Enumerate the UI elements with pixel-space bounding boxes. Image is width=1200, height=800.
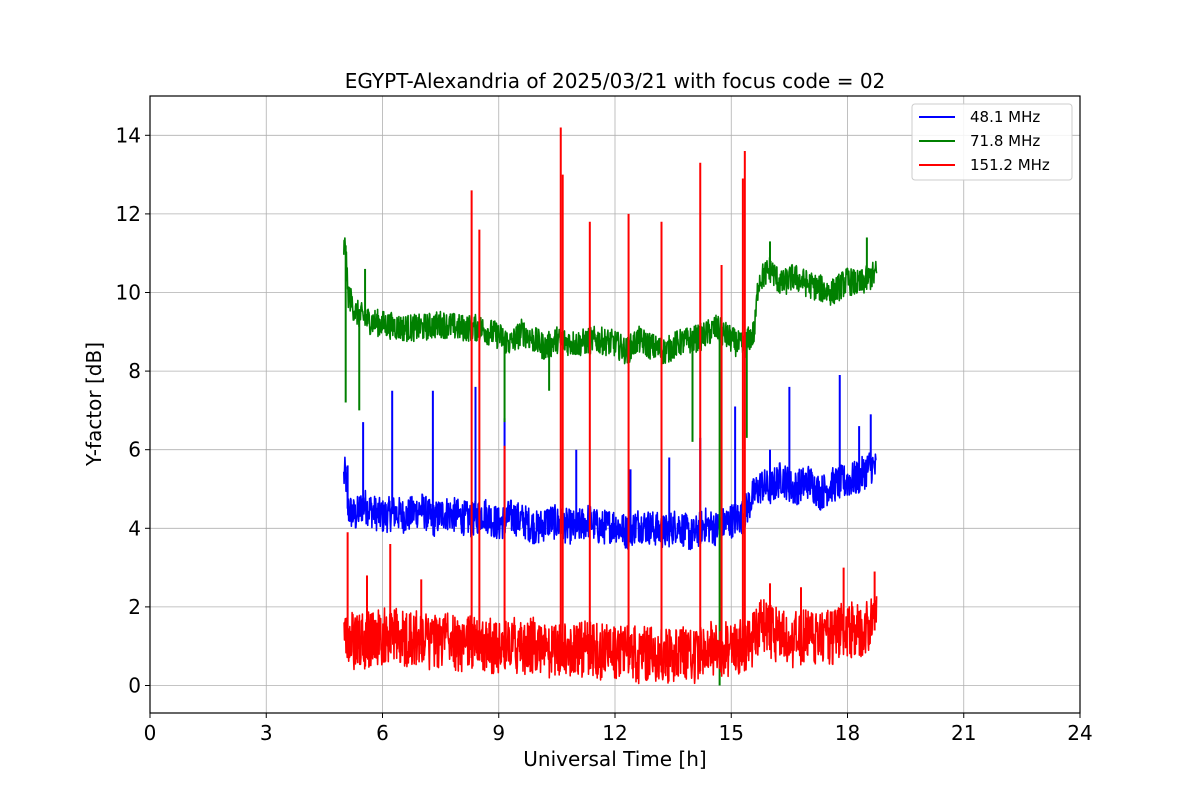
series-layer — [343, 127, 878, 686]
x-tick-label: 0 — [144, 721, 157, 745]
legend-label: 71.8 MHz — [970, 132, 1040, 150]
y-tick-label: 0 — [128, 673, 141, 697]
y-tick-label: 6 — [128, 438, 141, 462]
y-tick-label: 10 — [116, 280, 141, 304]
y-tick-label: 4 — [128, 516, 141, 540]
x-tick-label: 21 — [951, 721, 976, 745]
x-tick-label: 12 — [602, 721, 627, 745]
y-axis-title: Y-factor [dB] — [82, 342, 106, 467]
x-tick-label: 6 — [376, 721, 389, 745]
legend-box — [911, 103, 1073, 181]
x-tick-label: 18 — [835, 721, 860, 745]
x-tick-label: 3 — [260, 721, 273, 745]
y-tick-label: 14 — [116, 123, 141, 147]
series-line-151-2-mhz — [343, 596, 878, 685]
y-tick-label: 12 — [116, 202, 141, 226]
x-axis-title: Universal Time [h] — [523, 747, 706, 771]
x-tick-label: 9 — [492, 721, 505, 745]
chart-title: EGYPT-Alexandria of 2025/03/21 with focu… — [345, 69, 886, 93]
x-tick-label: 15 — [719, 721, 744, 745]
legend-entries: 48.1 MHz 71.8 MHz 151.2 MHz — [919, 108, 1050, 174]
y-tick-label: 8 — [128, 359, 141, 383]
series-line-71-8-mhz — [343, 237, 878, 365]
legend: 48.1 MHz 71.8 MHz 151.2 MHz — [911, 103, 1073, 181]
x-tick-label: 24 — [1067, 721, 1092, 745]
legend-label: 151.2 MHz — [970, 156, 1050, 174]
legend-label: 48.1 MHz — [970, 108, 1040, 126]
y-tick-label: 2 — [128, 595, 141, 619]
